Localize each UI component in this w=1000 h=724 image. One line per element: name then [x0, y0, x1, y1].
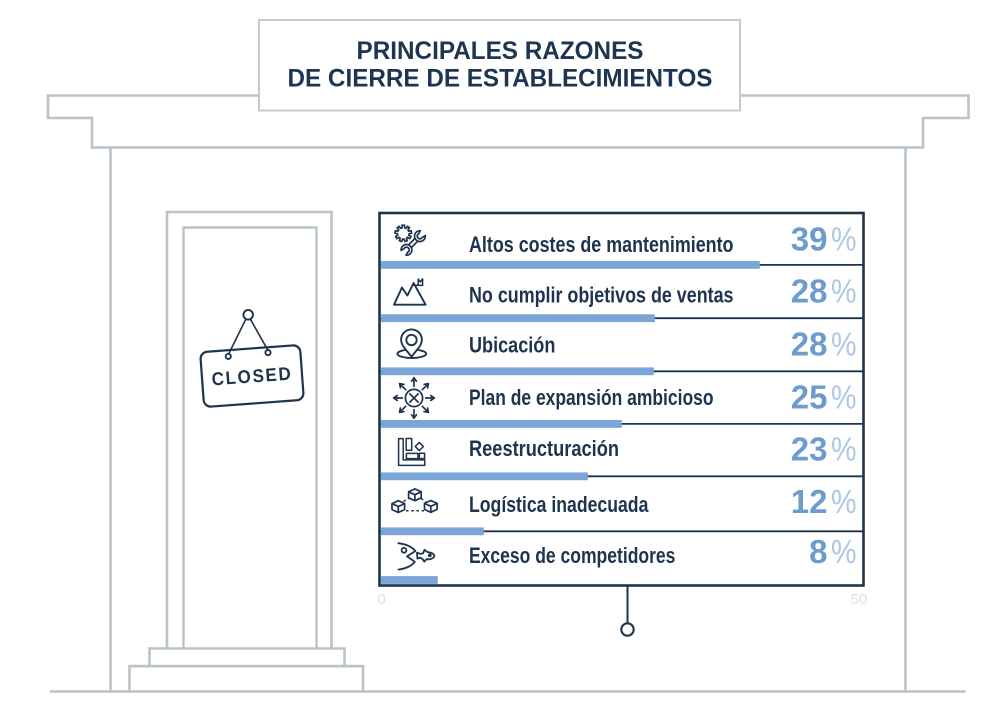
svg-text:28: 28 [791, 326, 828, 363]
svg-text:Reestructuración: Reestructuración [469, 436, 619, 461]
svg-text:23: 23 [791, 431, 828, 468]
svg-text:%: % [831, 533, 857, 570]
svg-text:PRINCIPALES RAZONES: PRINCIPALES RAZONES [357, 38, 644, 65]
svg-text:25: 25 [791, 378, 828, 415]
svg-text:Logística inadecuada: Logística inadecuada [469, 492, 649, 517]
svg-text:39: 39 [791, 220, 828, 257]
svg-text:%: % [831, 220, 857, 257]
svg-text:%: % [831, 431, 857, 468]
svg-text:0: 0 [377, 591, 385, 608]
svg-text:Exceso de competidores: Exceso de competidores [469, 543, 675, 568]
svg-text:12: 12 [791, 483, 828, 520]
svg-text:%: % [831, 378, 857, 415]
svg-text:No cumplir objetivos de ventas: No cumplir objetivos de ventas [469, 283, 734, 308]
svg-text:DE CIERRE DE ESTABLECIMIENTOS: DE CIERRE DE ESTABLECIMIENTOS [288, 66, 713, 93]
svg-text:Plan de expansión ambicioso: Plan de expansión ambicioso [469, 385, 714, 410]
svg-text:CLOSED: CLOSED [211, 363, 293, 390]
svg-text:28: 28 [791, 273, 828, 310]
svg-text:Ubicación: Ubicación [469, 332, 555, 357]
svg-text:%: % [831, 483, 857, 520]
svg-text:%: % [831, 326, 857, 363]
svg-text:8: 8 [809, 533, 827, 570]
svg-text:50: 50 [851, 591, 868, 608]
svg-text:%: % [831, 273, 857, 310]
svg-text:Altos costes de mantenimiento: Altos costes de mantenimiento [469, 232, 734, 257]
